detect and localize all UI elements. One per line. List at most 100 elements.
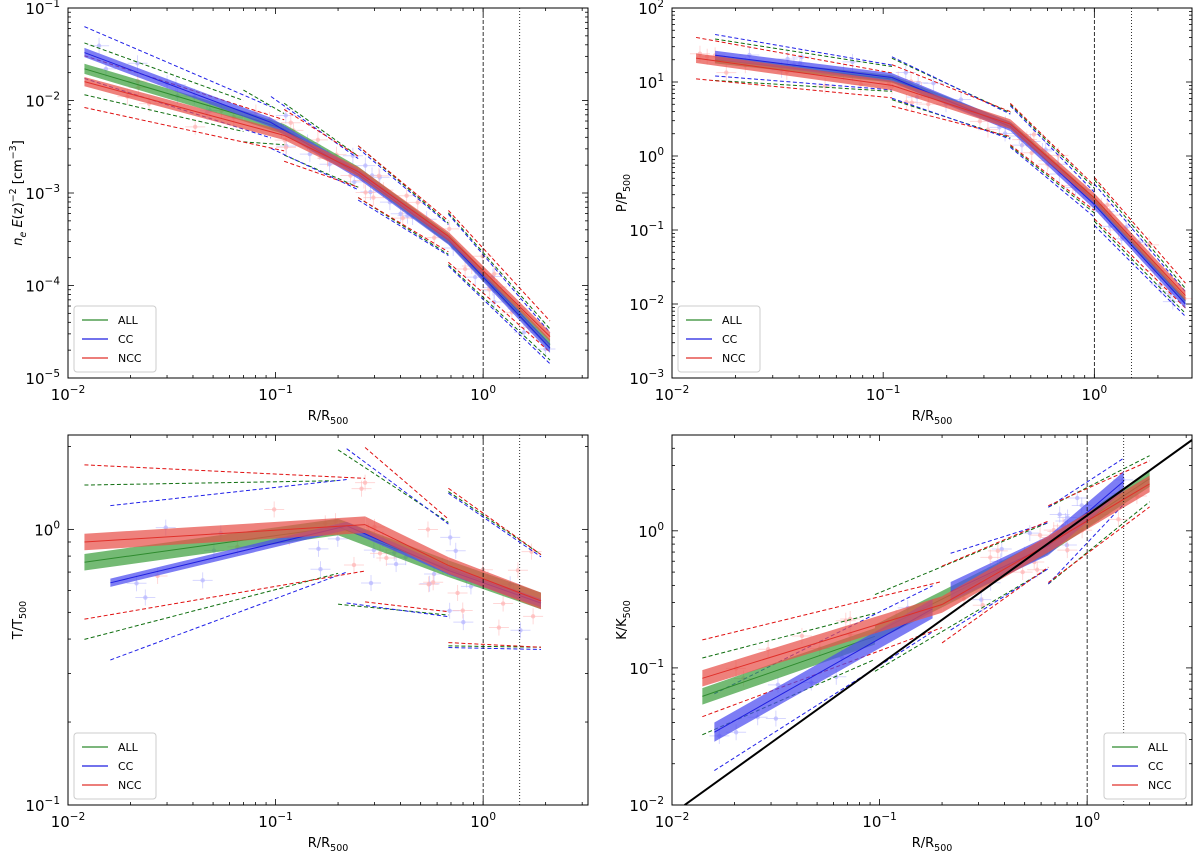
series-ncc-line	[448, 564, 542, 602]
x-tick-label: 100	[1074, 811, 1100, 831]
legend-label-all: ALL	[722, 314, 743, 327]
legend-label-cc: CC	[118, 333, 134, 346]
y-axis-label: K/K500	[615, 600, 633, 640]
series-ncc-envelope	[448, 487, 542, 556]
y-tick-label: 10−2	[629, 795, 664, 815]
legend-label-cc: CC	[722, 333, 738, 346]
chart-pressure: 10−2 10−1 10010−310−210−1100101102R/R500P/…	[615, 0, 1193, 427]
plot-area	[689, 8, 1192, 378]
data-point	[926, 101, 931, 107]
series-cc-envelope	[84, 26, 272, 108]
series-cc-envelope	[1009, 105, 1095, 193]
chart-entropy: 10−2 10−1 100 10−2 10−1 100 R/R500 K/K500 ALL CC N…	[615, 434, 1193, 853]
series-ncc-envelope	[702, 627, 943, 718]
series-ncc-envelope	[1048, 460, 1150, 507]
data-point	[1034, 567, 1040, 572]
legend-box	[677, 305, 761, 373]
series-all-envelope	[1048, 455, 1150, 508]
data-point	[1065, 515, 1070, 520]
series-ncc-envelope	[695, 36, 893, 74]
y-axis-label: ne E(z)−2 [cm−3]	[8, 140, 29, 246]
data-point	[368, 580, 374, 586]
y-tick-label: 10−1	[629, 658, 664, 678]
series-all-line	[702, 635, 876, 697]
series-ncc-line	[1048, 483, 1150, 545]
plot-area	[84, 8, 556, 378]
legend-label-cc: CC	[1148, 760, 1164, 773]
x-tick-label: 10−2	[655, 384, 690, 404]
series-ncc-envelope	[283, 160, 359, 188]
data-point	[96, 43, 102, 48]
legend-label-ncc: NCC	[118, 779, 142, 792]
data-point	[400, 215, 405, 221]
data-point	[431, 571, 437, 577]
series-ncc-line	[695, 57, 892, 86]
data-point	[362, 480, 368, 485]
data-point	[315, 137, 321, 143]
series-cc-envelope	[1093, 225, 1186, 317]
series-cc-line	[448, 239, 551, 349]
series-ncc-envelope	[448, 261, 551, 353]
data-point	[283, 113, 289, 118]
series-ncc-envelope	[1094, 218, 1186, 309]
data-point	[1037, 532, 1043, 538]
data-point	[521, 330, 527, 335]
series-ncc-envelope	[283, 109, 359, 157]
y-tick-label: 10−1	[25, 795, 60, 815]
series-ncc-envelope	[941, 566, 1049, 644]
data-point	[404, 193, 409, 198]
data-point	[415, 200, 420, 205]
legend-label-ncc: NCC	[118, 352, 142, 365]
series-all-envelope	[243, 89, 285, 115]
data-point	[1065, 547, 1070, 553]
data-point	[515, 568, 521, 573]
x-tick-label: 10−2	[51, 384, 86, 404]
series-cc-envelope	[110, 571, 347, 661]
series-all-envelope	[874, 568, 1049, 672]
plot-frame	[671, 434, 1193, 806]
x-tick-label: 10−2	[655, 811, 690, 831]
series-ncc-line	[941, 543, 1049, 605]
series-all-envelope	[243, 141, 285, 146]
series-ncc-envelope	[448, 642, 542, 648]
data-point	[316, 546, 321, 552]
data-point	[384, 555, 389, 561]
y-tick-label: 100	[34, 519, 60, 539]
data-point	[425, 527, 431, 532]
legend-label-all: ALL	[1148, 741, 1169, 754]
data-point	[134, 581, 139, 586]
series-cc-envelope	[1047, 503, 1125, 585]
y-tick-label: 100	[638, 146, 664, 166]
series-all-envelope	[337, 449, 449, 523]
legend: ALL CC NCC	[73, 305, 157, 373]
legend-box	[1103, 732, 1187, 800]
series-cc-envelope	[891, 56, 1011, 115]
data-point	[1020, 569, 1025, 575]
y-tick-label: 10−1	[25, 0, 60, 18]
series-ncc-envelope	[364, 447, 449, 520]
data-point	[843, 618, 848, 623]
x-tick-label: 10−1	[258, 384, 293, 404]
legend-label-all: ALL	[118, 314, 139, 327]
x-tick-label: 100	[1081, 384, 1107, 404]
series-cc-envelope	[1009, 146, 1095, 218]
data-point	[834, 674, 839, 679]
series-cc-line	[1093, 204, 1186, 305]
data-point	[363, 190, 368, 195]
series-all-envelope	[84, 42, 244, 101]
data-point	[393, 561, 399, 567]
data-point	[529, 549, 534, 554]
series-ncc-envelope	[1010, 144, 1095, 211]
data-point	[958, 97, 964, 102]
x-tick-label: 100	[470, 811, 496, 831]
y-tick-label: 102	[638, 0, 664, 18]
data-point	[359, 486, 364, 491]
series-ncc-line	[702, 604, 943, 679]
data-point	[283, 145, 289, 150]
series-cc-envelope	[346, 448, 449, 525]
y-axis-label: P/P500	[615, 174, 633, 212]
data-point	[192, 124, 198, 130]
series-cc-envelope	[448, 265, 551, 365]
plot-frame	[671, 7, 1193, 379]
